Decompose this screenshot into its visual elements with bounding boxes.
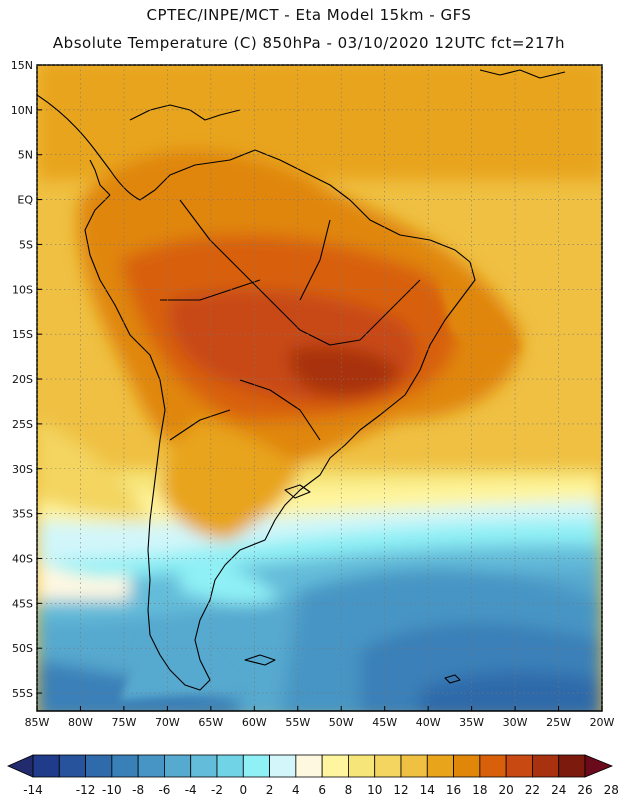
lat-tick-label: 5S [19,238,33,251]
lon-tick-label: 80W [68,716,93,729]
lon-tick-label: 60W [242,716,267,729]
colorbar-label: 28 [604,783,618,797]
colorbar: -14 -12 -10 -8 -6 -4 -2 0 2 4 6 8 10 12 14 16 18 20 22 24 26… [7,754,618,797]
lon-tick-label: 75W [111,716,136,729]
colorbar-swatch [295,754,323,778]
lon-tick-label: 85W [25,716,50,729]
chart-subtitle: Absolute Temperature (C) 850hPa - 03/10/… [52,34,566,52]
lon-tick-label: 45W [372,716,397,729]
colorbar-label: -2 [211,783,223,797]
colorbar-swatch [58,754,86,778]
colorbar-swatch [400,754,428,778]
colorbar-label: 8 [345,783,353,797]
colorbar-swatch [321,754,349,778]
colorbar-label: 4 [292,783,300,797]
lon-tick-label: 30W [503,716,528,729]
lat-tick-label: 10S [12,283,33,296]
colorbar-swatch [190,754,218,778]
colorbar-swatch [242,754,270,778]
colorbar-swatch [85,754,113,778]
colorbar-label: -8 [132,783,144,797]
lat-tick-label: 55S [12,687,33,700]
colorbar-label: 26 [577,783,592,797]
colorbar-label: 0 [239,783,247,797]
colorbar-under-arrow [7,754,34,778]
map-frame [36,64,603,712]
lat-tick-label: 30S [12,463,33,476]
colorbar-label: -12 [76,783,96,797]
lon-tick-label: 65W [198,716,223,729]
colorbar-swatch [111,754,139,778]
colorbar-label: 18 [472,783,487,797]
lat-tick-label: EQ [17,194,33,207]
colorbar-swatch [374,754,402,778]
colorbar-label: -4 [185,783,197,797]
colorbar-swatch [137,754,165,778]
colorbar-label: -10 [102,783,122,797]
lat-tick-label: 45S [12,597,33,610]
temperature-field [37,65,602,711]
lon-tick-label: 35W [459,716,484,729]
lon-tick-label: 20W [590,716,615,729]
lon-tick-label: 70W [155,716,180,729]
colorbar-label: 20 [499,783,514,797]
longitude-axis: 85W 80W 75W 70W 65W 60W 55W 50W 45W 40W 35W 30W 25W 2… [25,706,615,729]
colorbar-over-arrow [584,754,614,778]
colorbar-label: 2 [266,783,274,797]
lon-tick-label: 40W [416,716,441,729]
lat-tick-label: 15S [12,328,33,341]
colorbar-swatch [348,754,376,778]
lon-tick-label: 55W [285,716,310,729]
latitude-axis: 15N 10N 5N EQ 5S 10S 15S 20S 25S 30S 35S 40S 45S 50S 5… [11,59,42,700]
lat-tick-label: 10N [11,104,33,117]
lat-tick-label: 5N [18,149,33,162]
lat-tick-label: 35S [12,508,33,521]
lat-tick-label: 20S [12,373,33,386]
colorbar-label: 22 [525,783,540,797]
colorbar-swatch [269,754,297,778]
colorbar-swatch [479,754,507,778]
colorbar-label: -6 [158,783,170,797]
lat-tick-label: 15N [11,59,33,72]
lon-tick-label: 50W [329,716,354,729]
colorbar-label: 14 [420,783,435,797]
colorbar-label: 12 [393,783,408,797]
colorbar-label: 24 [551,783,566,797]
colorbar-swatch [505,754,533,778]
lon-tick-label: 25W [546,716,571,729]
lat-tick-label: 25S [12,418,33,431]
colorbar-swatch [426,754,454,778]
colorbar-swatch [164,754,192,778]
colorbar-swatch [532,754,560,778]
colorbar-label: 10 [367,783,382,797]
colorbar-label: 6 [318,783,326,797]
chart-title: CPTEC/INPE/MCT - Eta Model 15km - GFS [146,6,472,24]
colorbar-swatch [558,754,586,778]
coastlines [37,69,566,691]
colorbar-swatch [453,754,481,778]
colorbar-label: -14 [23,783,43,797]
colorbar-swatch [32,754,60,778]
lat-tick-label: 50S [12,642,33,655]
lat-tick-label: 40S [12,552,33,565]
colorbar-swatch [216,754,244,778]
colorbar-label: 16 [446,783,461,797]
